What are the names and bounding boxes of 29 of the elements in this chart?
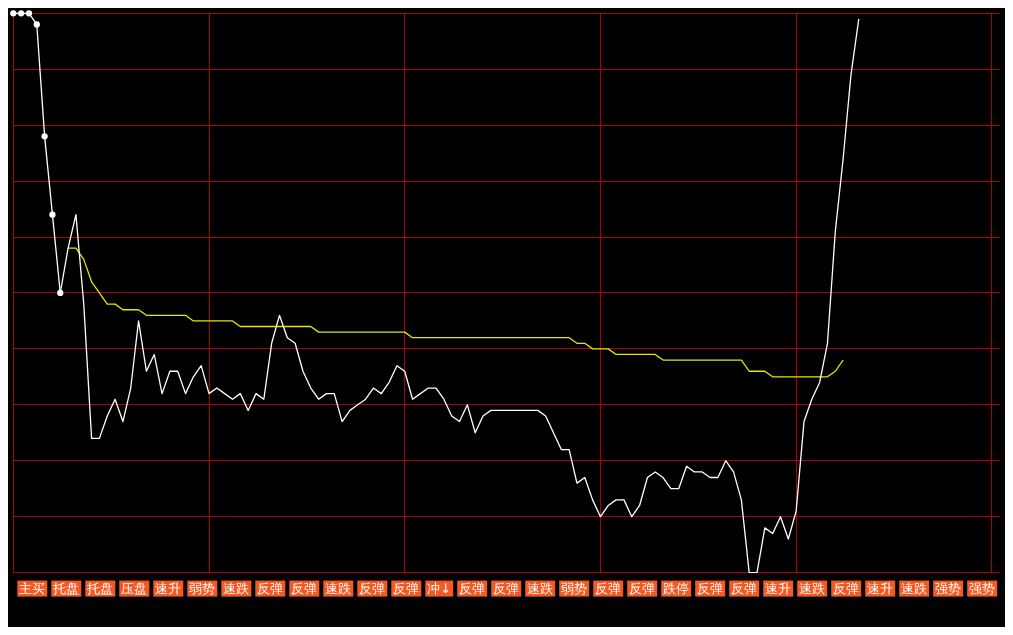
text: 弱势 (561, 580, 588, 596)
text: 速跌 (901, 580, 928, 596)
text: 强势 (935, 580, 962, 596)
text: 冲↓ (427, 580, 452, 596)
text: 跌停 (663, 580, 690, 596)
text: 反弹 (393, 580, 420, 596)
text: 反弹 (595, 580, 622, 596)
text: 反弹 (731, 580, 758, 596)
text: 速升 (867, 580, 894, 596)
text: 强势 (969, 580, 996, 596)
text: 托盘 (86, 580, 114, 596)
text: 速跌 (223, 580, 250, 596)
text: 弱势 (189, 580, 216, 596)
text: 速跌 (527, 580, 554, 596)
text: 速跌 (799, 580, 826, 596)
text: 压盘 (121, 580, 148, 596)
text: 反弹 (493, 580, 520, 596)
text: 反弹 (459, 580, 486, 596)
text: 反弹 (291, 580, 318, 596)
text: 反弹 (257, 580, 284, 596)
text: 托盘 (52, 580, 80, 596)
text: 速升 (155, 580, 182, 596)
text: 速升 (765, 580, 792, 596)
text: 速跌 (325, 580, 352, 596)
text: 反弹 (359, 580, 386, 596)
text: 反弹 (629, 580, 656, 596)
text: 反弹 (697, 580, 724, 596)
text: 主买 (19, 580, 46, 596)
text: 反弹 (833, 580, 860, 596)
